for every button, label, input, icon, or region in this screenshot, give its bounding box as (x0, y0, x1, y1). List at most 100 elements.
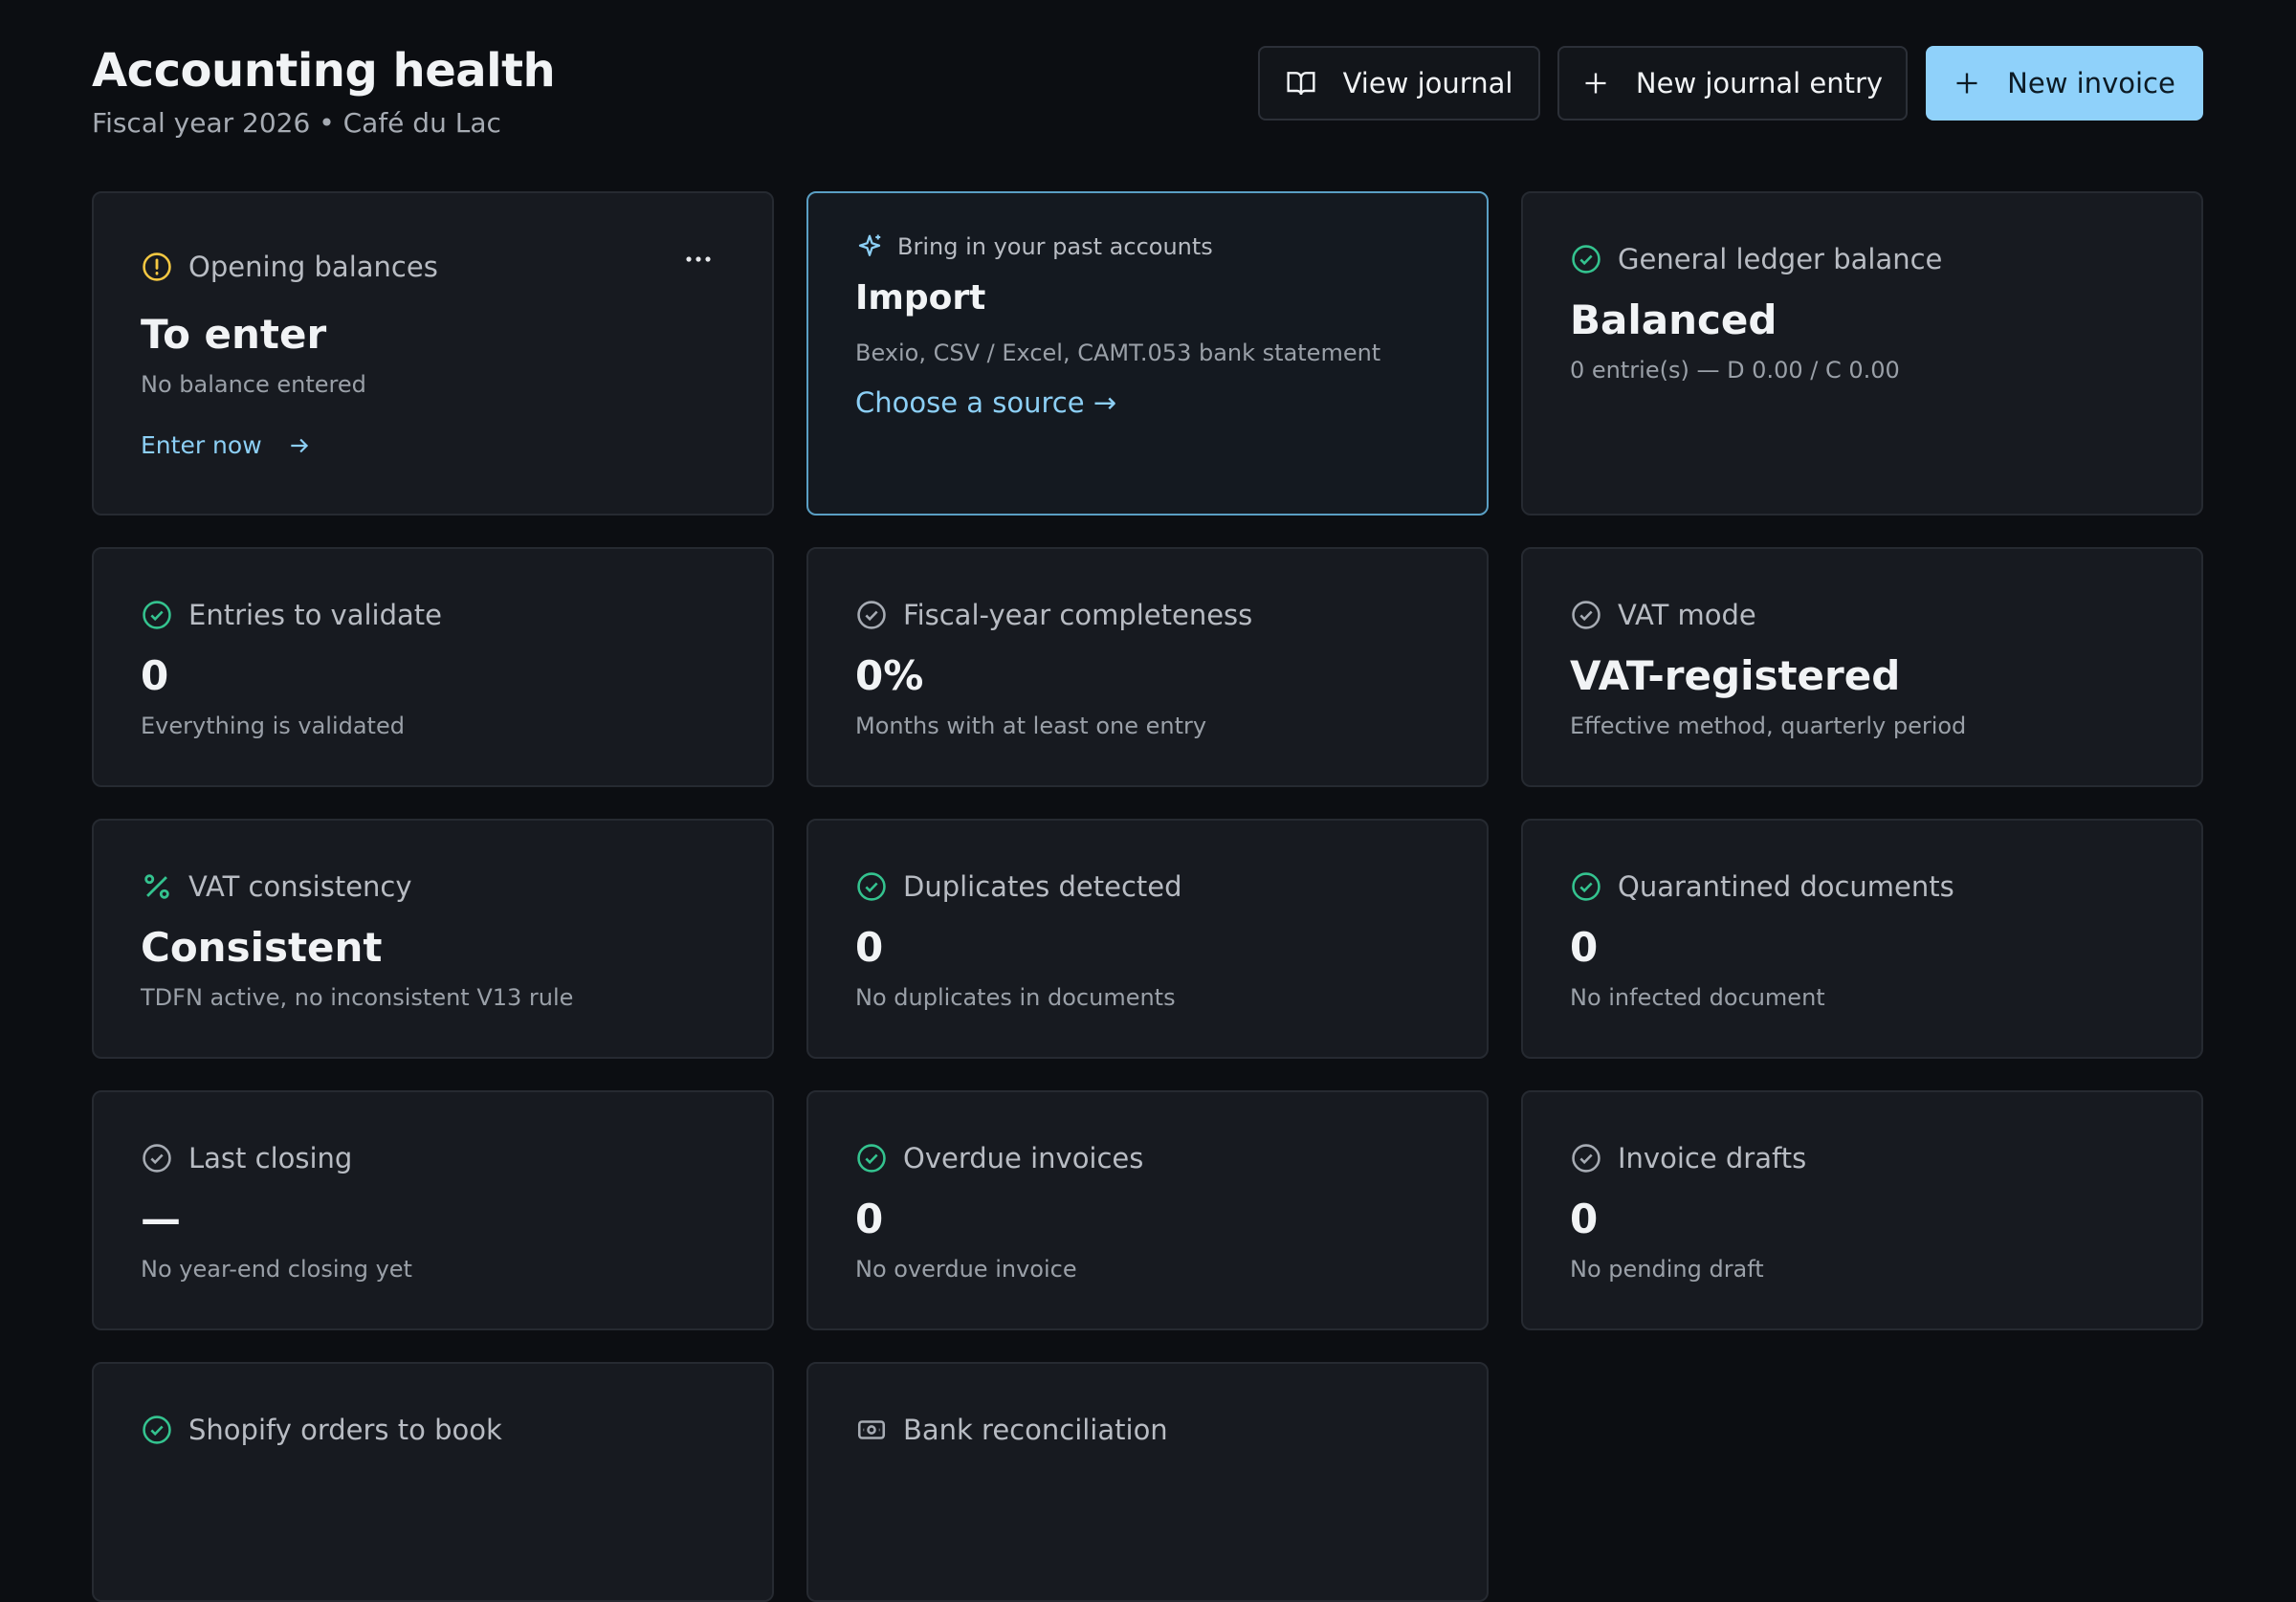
health-card: Bank reconciliation (806, 1362, 1489, 1602)
status-icon (1572, 872, 1601, 901)
status-icon (857, 1144, 886, 1173)
card-label: Fiscal-year completeness (903, 599, 1253, 631)
card-label-row: Duplicates detected (855, 867, 1440, 906)
app: Accounting health Fiscal year 2026 • Caf… (92, 44, 2203, 1602)
card-value: To enter (141, 311, 327, 358)
card-subtitle: 0 entrie(s) — D 0.00 / C 0.00 (1570, 357, 1900, 384)
health-card: Fiscal-year completeness 0% Months with at… (806, 547, 1489, 787)
status-icon (143, 1144, 171, 1173)
card-value: Consistent (141, 924, 383, 971)
button-label: New journal entry (1635, 67, 1884, 99)
card-subtitle: TDFN active, no inconsistent V13 rule (141, 984, 574, 1011)
health-card[interactable]: Bring in your past accounts Import Bexio, … (806, 191, 1489, 516)
card-label: Last closing (188, 1142, 353, 1174)
health-card: Overdue invoices 0 No overdue invoice (806, 1090, 1489, 1330)
card-value: Balanced (1570, 296, 1777, 343)
card-label: Bring in your past accounts (897, 233, 1213, 260)
link-text: Choose a source → (855, 386, 1117, 419)
button-label: View journal (1342, 67, 1513, 99)
health-card: Entries to validate 0 Everything is valida… (92, 547, 774, 787)
page: Accounting health {"header": {"title": "… (92, 44, 2203, 1602)
status-icon (143, 252, 171, 281)
status-icon (1572, 601, 1601, 629)
card-label: Quarantined documents (1618, 870, 1954, 903)
card-subtitle: No infected document (1570, 984, 1825, 1011)
card-label-row: VAT mode (1570, 596, 2154, 634)
card-label: Shopify orders to book (188, 1414, 502, 1446)
card-label: Entries to validate (188, 599, 442, 631)
link-text: Enter now (141, 431, 262, 459)
card-subtitle: Months with at least one entry (855, 713, 1207, 739)
health-card: VAT consistency Consistent TDFN active, no… (92, 819, 774, 1059)
health-grid: Opening balances To enter No balance enter… (92, 191, 2203, 1602)
card-value: Import (855, 278, 986, 318)
new-journal-entry-button[interactable]: New journal entry (1557, 46, 1908, 121)
status-icon (143, 601, 171, 629)
card-label-row: Fiscal-year completeness (855, 596, 1440, 634)
card-label: VAT mode (1618, 599, 1756, 631)
card-label-row: Shopify orders to book (141, 1411, 725, 1449)
card-label-row: Bring in your past accounts (855, 230, 1440, 264)
card-value: 0 (855, 924, 884, 971)
card-value: 0 (1570, 924, 1599, 971)
plus-icon (1585, 73, 1606, 94)
card-label: Duplicates detected (903, 870, 1182, 903)
page-title: Accounting health (92, 44, 556, 98)
card-label-row: Entries to validate (141, 596, 725, 634)
card-value: VAT-registered (1570, 652, 1901, 699)
health-card: Invoice drafts 0 No pending draft (1521, 1090, 2203, 1330)
card-value: 0 (141, 652, 169, 699)
status-icon (858, 234, 881, 256)
status-icon (143, 1415, 171, 1444)
card-label-row: Overdue invoices (855, 1139, 1440, 1177)
card-value: 0% (855, 652, 924, 699)
card-subtitle: No pending draft (1570, 1256, 1764, 1283)
view-journal-button[interactable]: View journal (1258, 46, 1540, 121)
status-icon (857, 1420, 886, 1439)
card-link[interactable]: Choose a source → (855, 386, 1440, 419)
button-label: New invoice (2007, 67, 2175, 99)
status-icon (857, 601, 886, 629)
more-menu[interactable] (684, 254, 713, 264)
health-card: Duplicates detected 0 No duplicates in doc… (806, 819, 1489, 1059)
card-subtitle: Effective method, quarterly period (1570, 713, 1967, 739)
card-label-row: Quarantined documents (1570, 867, 2154, 906)
card-label-row: Opening balances (141, 248, 725, 286)
health-card: Shopify orders to book (92, 1362, 774, 1602)
card-label: VAT consistency (188, 870, 412, 903)
card-label: Overdue invoices (903, 1142, 1144, 1174)
health-card: Opening balances To enter No balance enter… (92, 191, 774, 516)
card-value: 0 (1570, 1196, 1599, 1242)
card-label-row: VAT consistency (141, 867, 725, 906)
card-label-row: General ledger balance (1570, 240, 2154, 278)
status-icon (857, 872, 886, 901)
page-subtitle: Fiscal year 2026 • Café du Lac (92, 107, 501, 139)
card-subtitle: Bexio, CSV / Excel, CAMT.053 bank statem… (855, 340, 1381, 366)
card-value: — (141, 1196, 181, 1242)
health-card: VAT mode VAT-registered Effective method, … (1521, 547, 2203, 787)
status-icon (1572, 1144, 1601, 1173)
health-card: General ledger balance Balanced 0 entrie(s… (1521, 191, 2203, 516)
card-subtitle: Everything is validated (141, 713, 405, 739)
health-card: Quarantined documents 0 No infected docume… (1521, 819, 2203, 1059)
book-icon (1287, 72, 1315, 96)
status-icon (1572, 245, 1601, 274)
new-invoice-button[interactable]: New invoice (1926, 46, 2203, 121)
card-subtitle: No duplicates in documents (855, 984, 1176, 1011)
health-card: Last closing — No year-end closing yet (92, 1090, 774, 1330)
card-link[interactable]: Enter now (141, 429, 725, 462)
card-subtitle: No balance entered (141, 371, 366, 398)
card-subtitle: No year-end closing yet (141, 1256, 412, 1283)
card-label: General ledger balance (1618, 243, 1943, 275)
card-label: Opening balances (188, 251, 438, 283)
card-label: Invoice drafts (1618, 1142, 1807, 1174)
card-label: Bank reconciliation (903, 1414, 1168, 1446)
plus-icon (1956, 73, 1977, 94)
arrow-icon (290, 438, 308, 453)
status-icon (144, 874, 169, 899)
card-label-row: Bank reconciliation (855, 1411, 1440, 1449)
card-label-row: Last closing (141, 1139, 725, 1177)
card-subtitle: No overdue invoice (855, 1256, 1077, 1283)
card-value: 0 (855, 1196, 884, 1242)
card-label-row: Invoice drafts (1570, 1139, 2154, 1177)
